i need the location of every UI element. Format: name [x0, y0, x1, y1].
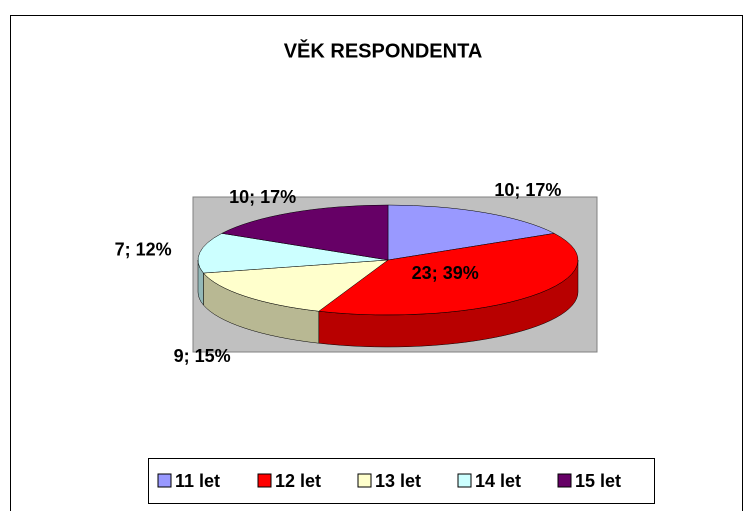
pie-slice — [197, 233, 389, 274]
data-label: 23; 39% — [412, 263, 479, 283]
legend-label: 13 let — [375, 471, 421, 491]
legend-swatch — [457, 473, 472, 488]
legend-swatch — [557, 473, 572, 488]
pie-slice — [202, 259, 389, 312]
chart-title: VĚK RESPONDENTA — [284, 38, 483, 62]
legend-label: 12 let — [275, 471, 321, 491]
legend-label: 14 let — [475, 471, 521, 491]
legend-swatch — [157, 473, 172, 488]
data-label: 10; 17% — [229, 187, 296, 207]
legend-swatch — [357, 473, 372, 488]
pie-slice — [221, 204, 389, 261]
data-label: 9; 15% — [174, 346, 231, 366]
legend-label: 11 let — [175, 471, 220, 491]
legend-swatch — [257, 473, 272, 488]
data-label: 7; 12% — [115, 239, 172, 259]
legend-label: 15 let — [575, 471, 621, 491]
pie-slice — [387, 204, 555, 261]
data-label: 10; 17% — [494, 180, 561, 200]
pie-slice — [318, 233, 579, 316]
